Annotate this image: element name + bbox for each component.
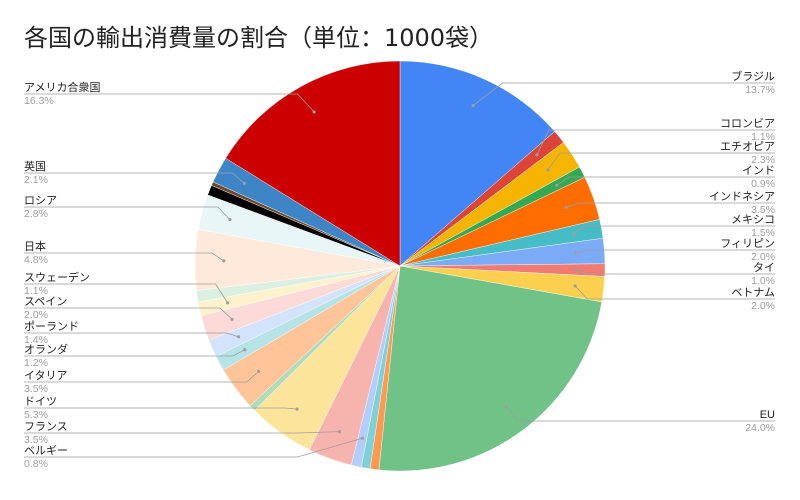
- leader-line: [24, 431, 340, 434]
- leader-line: [547, 152, 775, 171]
- leader-line: [556, 176, 775, 186]
- chart-title: 各国の輸出消費量の割合（単位：1000袋）: [24, 24, 493, 52]
- slice-label: アメリカ合衆国: [24, 80, 100, 94]
- slice-percent-label: 16.3%: [24, 95, 54, 107]
- leader-line: [566, 202, 775, 208]
- pie-slice-ブラジル[interactable]: [399, 60, 555, 267]
- slice-percent-label: 2.0%: [751, 251, 775, 263]
- slice-percent-label: 2.0%: [751, 300, 775, 312]
- slice-percent-label: 1.1%: [751, 131, 775, 143]
- slice-label: 英国: [24, 159, 46, 173]
- slice-label: ポーランド: [24, 320, 79, 333]
- slice-label: EU: [760, 409, 775, 421]
- leader-line: [472, 82, 775, 106]
- leader-line: [536, 129, 775, 156]
- leader-line: [576, 269, 775, 275]
- slice-label: ドイツ: [24, 396, 57, 408]
- slice-percent-label: 1.1%: [24, 285, 48, 297]
- slice-label-group: タイ1.0%: [574, 261, 775, 287]
- slice-label: スペイン: [24, 296, 67, 308]
- slice-percent-label: 1.5%: [751, 227, 775, 239]
- leader-line: [575, 249, 775, 254]
- slice-label: タイ: [753, 261, 775, 274]
- slice-label: フランス: [24, 421, 68, 433]
- pie-slice-アメリカ合衆国[interactable]: [225, 60, 401, 267]
- slice-percent-label: 1.2%: [24, 357, 48, 369]
- slice-percent-label: 0.8%: [24, 458, 48, 470]
- leader-line: [24, 437, 363, 458]
- slice-label: コロンビア: [720, 117, 775, 130]
- slice-percent-label: 13.7%: [745, 84, 775, 96]
- slice-label: インド: [742, 165, 775, 177]
- slice-label: インドネシア: [709, 190, 775, 203]
- slice-label: オランダ: [24, 342, 68, 356]
- leader-line: [24, 371, 259, 383]
- slice-label: ベトナム: [731, 286, 775, 299]
- slice-label: イタリア: [24, 369, 68, 382]
- leader-line: [24, 172, 245, 184]
- leader-line: [24, 349, 245, 357]
- leader-line: [573, 225, 775, 235]
- slice-percent-label: 4.8%: [24, 254, 48, 266]
- leader-line: [574, 285, 775, 300]
- slice-label: ベルギー: [24, 444, 68, 457]
- leader-line: [24, 252, 225, 262]
- slice-percent-label: 3.5%: [751, 204, 775, 216]
- slice-label: スウェーデン: [24, 270, 90, 284]
- slice-percent-label: 3.5%: [24, 383, 48, 395]
- slice-percent-label: 24.0%: [745, 422, 775, 434]
- slice-percent-label: 0.9%: [751, 178, 775, 190]
- slice-percent-label: 1.0%: [751, 275, 775, 287]
- leader-line: [24, 283, 228, 304]
- leader-line: [24, 93, 315, 113]
- slice-label: エチオピア: [720, 140, 775, 153]
- leader-line: [24, 332, 239, 338]
- slice-label: 日本: [24, 239, 46, 253]
- slice-label: フィリピン: [720, 237, 775, 250]
- slice-percent-label: 2.3%: [751, 154, 775, 166]
- slice-percent-label: 3.5%: [24, 434, 48, 446]
- slice-label: ロシア: [24, 195, 57, 207]
- leader-line: [24, 206, 231, 220]
- slice-percent-label: 5.3%: [24, 409, 48, 421]
- leader-line: [505, 406, 775, 422]
- slice-percent-label: 2.1%: [24, 174, 48, 186]
- pie-slice-EU[interactable]: [378, 265, 603, 472]
- slice-percent-label: 1.4%: [24, 334, 48, 346]
- slice-label-group: 日本4.8%: [24, 239, 226, 266]
- leader-line: [24, 407, 298, 410]
- slice-label: ブラジル: [731, 69, 775, 83]
- slice-label: メキシコ: [731, 214, 775, 226]
- slice-percent-label: 2.0%: [24, 309, 48, 321]
- leader-line: [24, 307, 233, 320]
- slice-label-group: 英国2.1%: [24, 159, 246, 186]
- slice-percent-label: 2.8%: [24, 208, 48, 220]
